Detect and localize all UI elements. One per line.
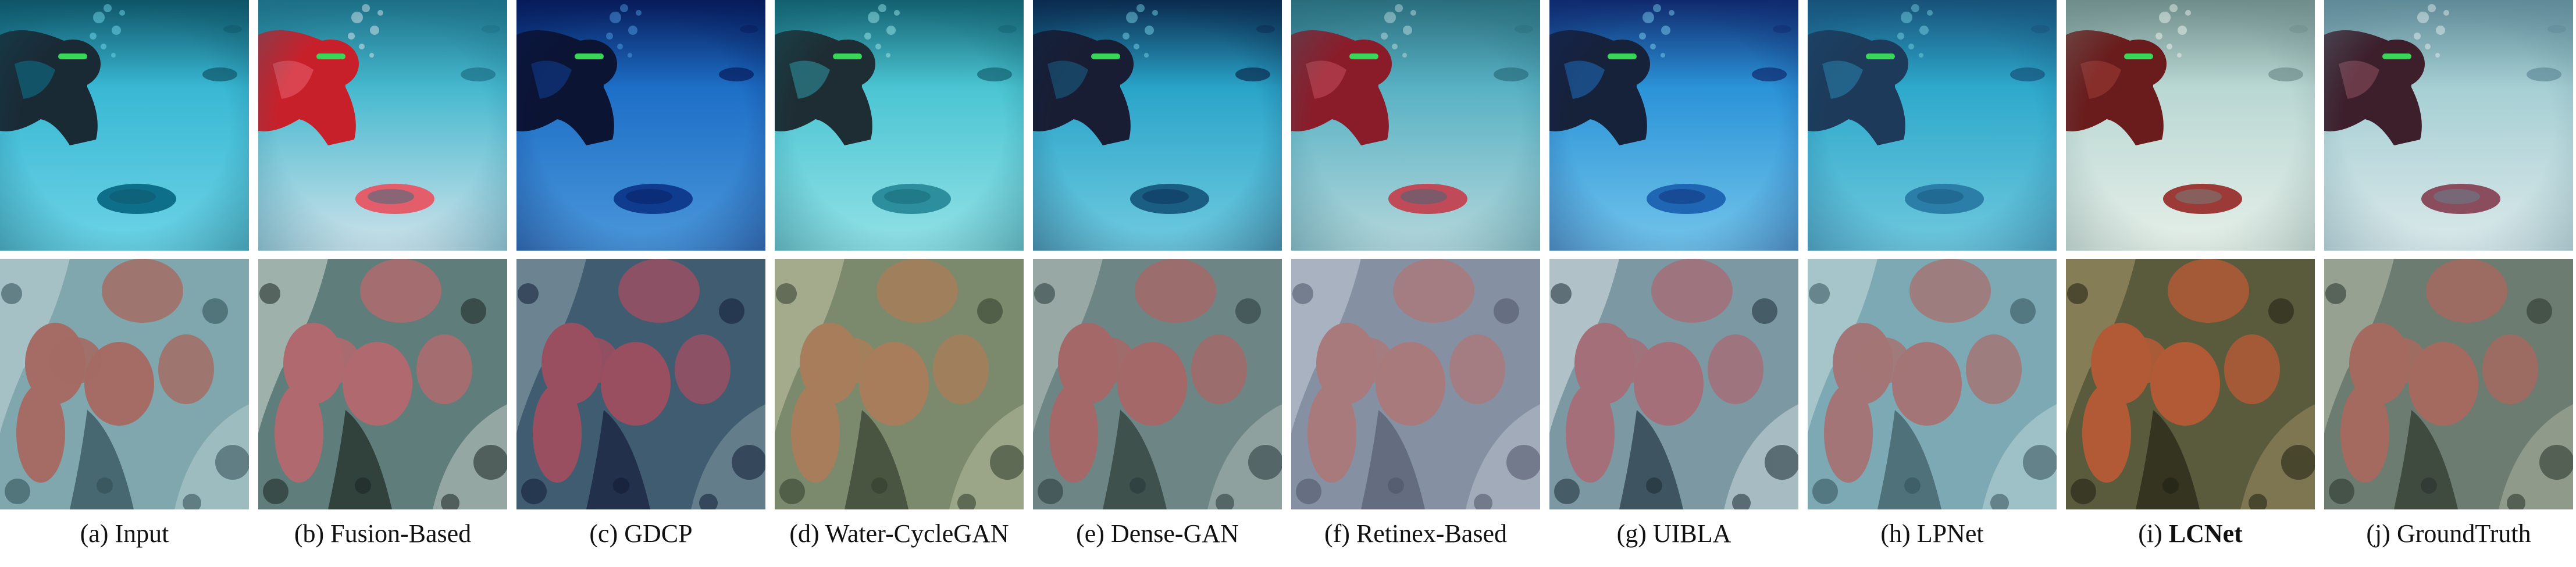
diver-scene-image	[1033, 0, 1282, 251]
coral-scene-image	[1033, 259, 1282, 509]
caption-method: Fusion-Based	[330, 519, 472, 548]
caption-prefix: (e)	[1076, 519, 1104, 548]
caption-method: LPNet	[1916, 519, 1984, 548]
coral-scene-image	[2324, 259, 2573, 509]
rock-texture	[1034, 283, 1282, 509]
reef-shadow	[1619, 410, 1683, 509]
caption: (f) Retinex-Based	[1274, 513, 1558, 554]
caption: (e) Dense-GAN	[1016, 513, 1299, 554]
column-d-water-cyclegan: (d) Water-CycleGAN	[775, 0, 1024, 567]
column-b-fusion-based: (b) Fusion-Based	[258, 0, 507, 567]
diver-scene-image	[516, 0, 765, 251]
coral-scene-image	[1549, 259, 1798, 509]
caption-method: Retinex-Based	[1356, 519, 1507, 548]
coral	[1049, 259, 1247, 483]
reef-shadow	[2136, 410, 2200, 509]
coral	[2340, 259, 2538, 483]
reef-shadow	[1877, 410, 1941, 509]
coral	[791, 259, 989, 483]
column-f-retinex-based: (f) Retinex-Based	[1291, 0, 1540, 567]
coral	[1307, 259, 1505, 483]
caption: (a) Input	[0, 513, 266, 554]
caption-prefix: (f)	[1324, 519, 1350, 548]
caption-method: GroundTruth	[2396, 519, 2531, 548]
coral-scene-image	[775, 259, 1024, 509]
rock-texture	[776, 283, 1024, 509]
reef-shadow	[2394, 410, 2458, 509]
column-h-lpnet: (h) LPNet	[1808, 0, 2057, 567]
diver-scene-image	[775, 0, 1024, 251]
caption-method: LCNet	[2168, 519, 2243, 548]
rock-texture	[2067, 283, 2315, 509]
rock-texture	[259, 283, 507, 509]
rock-texture	[518, 283, 765, 509]
diver-scene-image	[0, 0, 249, 251]
rock-texture	[1, 283, 249, 509]
caption: (i) LCNet	[2048, 513, 2332, 554]
caption: (g) UIBLA	[1532, 513, 1816, 554]
reef-shadow	[1361, 410, 1425, 509]
diver-scene-image	[2066, 0, 2315, 251]
column-j-groundtruth: (j) GroundTruth	[2324, 0, 2573, 567]
reef-shadow	[328, 410, 392, 509]
coral	[275, 259, 472, 483]
reef-shadow	[70, 410, 134, 509]
coral-scene-image	[2066, 259, 2315, 509]
coral-scene-image	[258, 259, 507, 509]
diver-scene-image	[1808, 0, 2057, 251]
coral	[1566, 259, 1763, 483]
caption-prefix: (j)	[2366, 519, 2390, 548]
caption: (j) GroundTruth	[2307, 513, 2576, 554]
column-i-lcnet: (i) LCNet	[2066, 0, 2315, 567]
coral-scene-image	[516, 259, 765, 509]
caption-prefix: (g)	[1616, 519, 1647, 548]
column-g-uibla: (g) UIBLA	[1549, 0, 1798, 567]
caption-prefix: (h)	[1880, 519, 1911, 548]
column-a-input: (a) Input	[0, 0, 249, 567]
coral-scene-image	[1808, 259, 2057, 509]
column-e-dense-gan: (e) Dense-GAN	[1033, 0, 1282, 567]
caption: (b) Fusion-Based	[241, 513, 525, 554]
caption-prefix: (d)	[789, 519, 820, 548]
rock-texture	[1809, 283, 2057, 509]
coral	[2082, 259, 2280, 483]
caption-prefix: (b)	[294, 519, 325, 548]
caption-prefix: (a)	[80, 519, 109, 548]
reef-shadow	[1103, 410, 1167, 509]
coral	[1824, 259, 2022, 483]
column-c-gdcp: (c) GDCP	[516, 0, 765, 567]
caption-method: Water-CycleGAN	[825, 519, 1009, 548]
diver-scene-image	[258, 0, 507, 251]
caption: (c) GDCP	[499, 513, 783, 554]
diver-scene-image	[2324, 0, 2573, 251]
caption: (h) LPNet	[1790, 513, 2074, 554]
reef-shadow	[845, 410, 908, 509]
rock-texture	[1292, 283, 1540, 509]
coral-scene-image	[0, 259, 249, 509]
caption-prefix: (c)	[589, 519, 618, 548]
rock-texture	[1551, 283, 1798, 509]
rock-texture	[2325, 283, 2573, 509]
coral	[16, 259, 214, 483]
caption-method: GDCP	[624, 519, 693, 548]
coral-scene-image	[1291, 259, 1540, 509]
diver-scene-image	[1291, 0, 1540, 251]
caption: (d) Water-CycleGAN	[757, 513, 1041, 554]
caption-prefix: (i)	[2138, 519, 2162, 548]
coral	[533, 259, 731, 483]
reef-shadow	[586, 410, 650, 509]
caption-method: Dense-GAN	[1110, 519, 1239, 548]
caption-method: Input	[115, 519, 169, 548]
diver-scene-image	[1549, 0, 1798, 251]
caption-method: UIBLA	[1652, 519, 1731, 548]
